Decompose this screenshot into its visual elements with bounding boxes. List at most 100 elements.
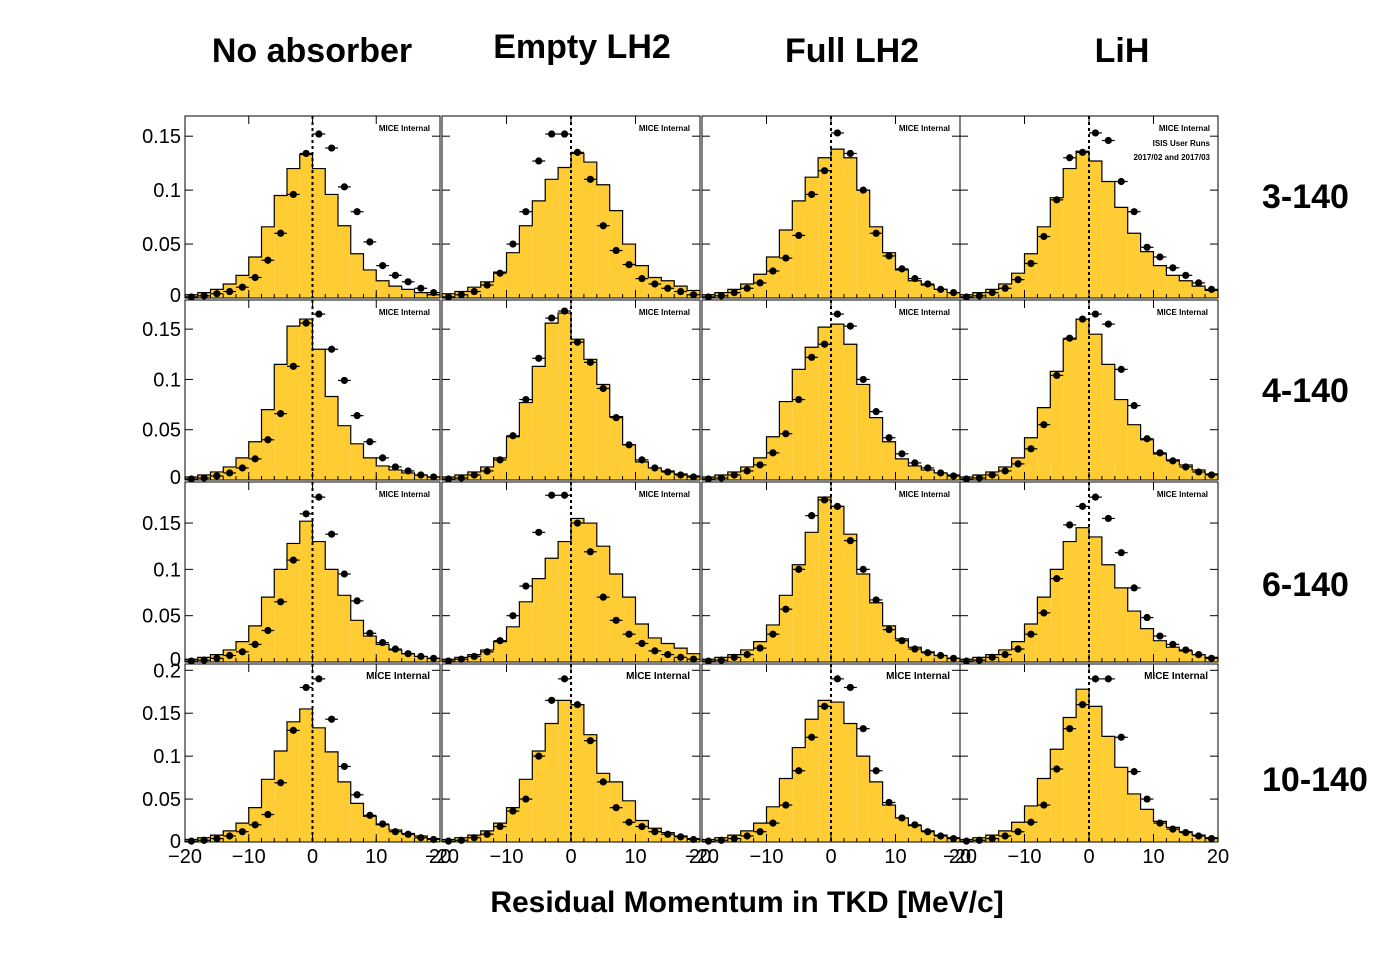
data-point <box>548 696 556 704</box>
data-point <box>975 656 983 664</box>
data-point <box>1001 467 1009 475</box>
data-point <box>599 778 607 786</box>
histogram-bar <box>1037 226 1051 298</box>
histogram-bar <box>1127 233 1141 298</box>
data-point <box>625 441 633 449</box>
data-point <box>522 582 530 590</box>
data-point <box>1104 675 1112 683</box>
data-point <box>1143 243 1151 251</box>
row-label-4-140: 4-140 <box>1262 372 1349 410</box>
histogram-bar <box>843 344 857 480</box>
panel-3-1: MICE Internal 0 0.05 0.1 0.15 <box>142 481 441 671</box>
data-point <box>213 834 221 843</box>
data-point <box>560 675 569 683</box>
histogram-bar <box>312 727 326 842</box>
histogram-bar <box>545 723 559 842</box>
x-tick-label: 10 <box>624 846 646 868</box>
histogram-bar <box>287 543 300 662</box>
data-point <box>430 289 438 297</box>
data-point <box>769 630 777 638</box>
histogram-bar <box>287 326 300 480</box>
histogram-bar <box>1037 407 1051 480</box>
histogram-bar <box>583 734 597 842</box>
histogram-bar <box>779 595 793 662</box>
data-point <box>885 434 893 442</box>
data-point <box>1027 259 1035 268</box>
histogram-bar <box>908 825 922 842</box>
mice-internal-label: MICE Internal <box>1159 124 1210 133</box>
column-titles: No absorber Empty LH2 Full LH2 LiH <box>212 28 1150 70</box>
histogram-bar <box>818 497 831 662</box>
histogram-bar <box>1153 640 1167 662</box>
histogram-bar <box>908 465 922 480</box>
data-point <box>937 285 945 293</box>
data-point <box>366 629 374 637</box>
data-point <box>743 467 751 475</box>
data-point <box>470 652 478 661</box>
histogram-bar <box>1140 439 1154 480</box>
data-point <box>898 450 906 458</box>
histogram-bar <box>1114 767 1128 842</box>
x-tick-label: 20 <box>689 846 711 868</box>
data-point <box>625 630 633 638</box>
histogram-bar <box>1076 319 1089 480</box>
y-tick-label: 0.1 <box>153 559 181 581</box>
data-point <box>677 287 685 296</box>
data-point <box>315 130 323 138</box>
data-point <box>1143 613 1151 622</box>
data-point <box>1078 502 1087 510</box>
x-tick-label: −10 <box>1008 846 1042 868</box>
histogram-bar <box>1063 541 1077 662</box>
histogram-bar <box>338 781 351 842</box>
panel-4-1: MICE Internal 0 0.05 0.1 0.15 0.2 −20 −10 0 10 20 <box>142 660 451 868</box>
x-tick-label: 20 <box>949 846 971 868</box>
data-point <box>1040 609 1048 617</box>
panel-1-3: MICE Internal <box>701 115 961 301</box>
histogram-bar <box>325 751 338 842</box>
data-point <box>612 246 620 255</box>
data-point <box>612 804 620 812</box>
histogram-bar <box>1166 459 1180 480</box>
data-point <box>689 473 698 481</box>
histogram-bar <box>805 347 819 480</box>
data-point <box>820 167 829 175</box>
histogram-bar <box>882 441 896 480</box>
histogram-bar <box>261 779 275 842</box>
data-point <box>496 822 504 831</box>
histogram-bar <box>493 641 507 662</box>
column-title-lih: LiH <box>1095 32 1150 70</box>
data-point <box>251 455 259 463</box>
data-point <box>1169 457 1177 465</box>
histogram-bar <box>571 704 584 842</box>
histogram-bar <box>1063 717 1077 842</box>
histogram-bar <box>1076 527 1089 662</box>
panel-1-4: MICE Internal ISIS User Runs 2017/02 and 2… <box>959 115 1219 301</box>
histogram-bar <box>766 624 780 662</box>
histogram-bar <box>1127 424 1141 480</box>
x-tick-label: 20 <box>1207 846 1229 868</box>
data-point <box>391 463 399 471</box>
data-point <box>404 467 412 475</box>
data-point <box>1091 493 1100 501</box>
y-tick-label: 0.05 <box>142 234 181 256</box>
data-point <box>1104 514 1112 523</box>
histogram-bar <box>1050 371 1064 480</box>
histogram-bar <box>805 719 819 842</box>
data-point <box>1014 276 1022 284</box>
run-label: ISIS User Runs <box>1153 139 1211 148</box>
data-point <box>264 810 272 819</box>
histogram-bar <box>622 244 636 298</box>
data-point <box>988 471 996 479</box>
histogram-bar <box>519 601 533 662</box>
mice-internal-label: MICE Internal <box>899 308 950 317</box>
data-point <box>200 836 208 844</box>
mice-internal-label: MICE Internal <box>1144 671 1208 682</box>
histogram-bar <box>622 597 636 662</box>
data-point <box>187 837 195 845</box>
data-point <box>226 832 234 840</box>
data-point <box>988 653 996 661</box>
histogram-bar <box>532 366 546 480</box>
data-point <box>756 828 764 836</box>
data-point <box>911 821 919 829</box>
data-point <box>1014 828 1022 836</box>
